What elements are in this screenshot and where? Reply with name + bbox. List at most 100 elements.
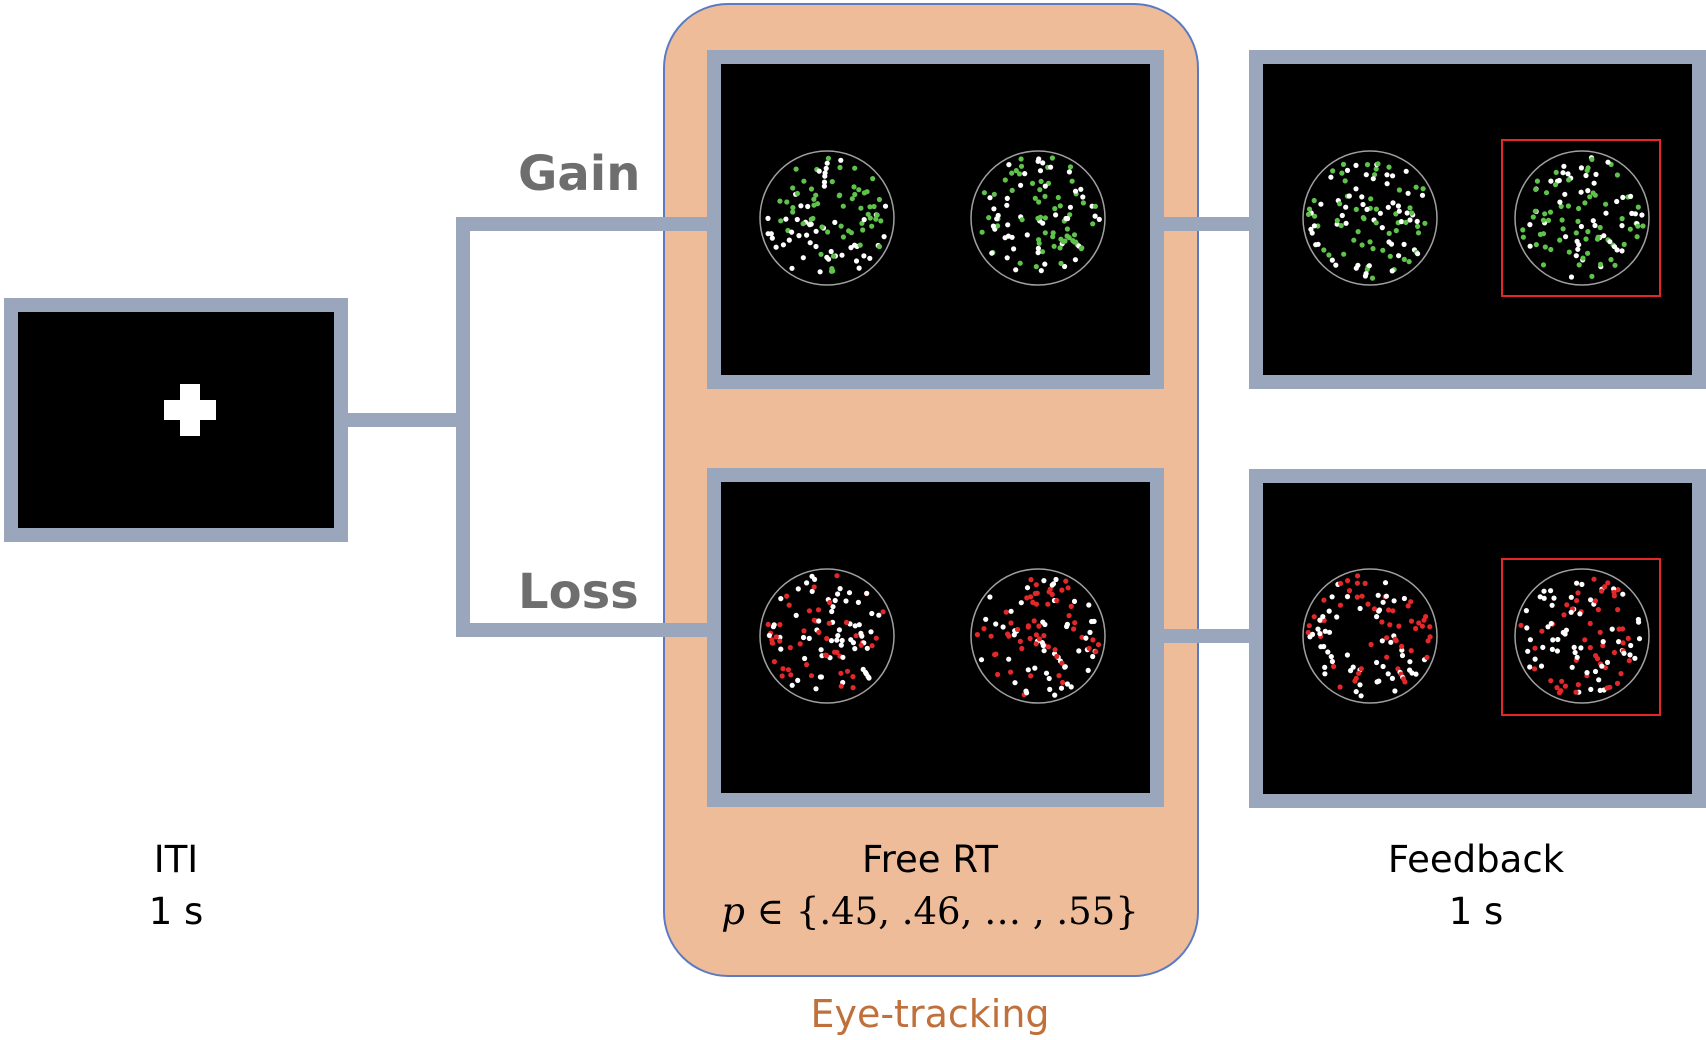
stimulus-dot [1045, 601, 1051, 607]
stimulus-dot [1337, 580, 1344, 587]
stimulus-dot [1036, 240, 1042, 246]
stimulus-dot [773, 244, 779, 250]
stimulus-dot [1542, 211, 1548, 217]
stimulus-dot [1609, 626, 1615, 632]
stimulus-dot [1639, 212, 1645, 218]
stimulus-dot [1331, 663, 1337, 670]
stimulus-dot [1305, 629, 1311, 636]
stimulus-dot [765, 231, 771, 237]
stimulus-dot [1373, 206, 1379, 212]
stimulus-dot [1369, 275, 1376, 281]
stimulus-dot [1320, 614, 1326, 620]
stimulus-dot [1384, 654, 1390, 660]
stimulus-dot [1599, 588, 1605, 594]
stimulus-dot [823, 165, 829, 171]
stimulus-dot [790, 185, 796, 191]
stimulus-dot [1367, 239, 1373, 245]
stimulus-dot [796, 233, 802, 239]
stimulus-dot [1584, 670, 1590, 676]
stimulus-dot [1043, 670, 1050, 676]
stimulus-dot [1090, 653, 1096, 660]
stimulus-dot [1393, 228, 1399, 234]
stimulus-dot [1573, 230, 1579, 236]
stimulus-dot [822, 170, 828, 176]
stimulus-dot [874, 212, 880, 218]
stimulus-dot [1064, 621, 1070, 628]
stimulus-dot [1355, 573, 1361, 579]
stimulus-dot [1041, 633, 1047, 639]
stimulus-dot [981, 190, 988, 196]
stimulus-dot [1596, 677, 1602, 683]
stimulus-dot [1085, 667, 1091, 674]
stimulus-dot [1620, 640, 1626, 646]
stimulus-dot [876, 612, 882, 618]
stimulus-dot [1069, 178, 1075, 184]
stimulus-dot [1350, 664, 1356, 670]
connector-lines [340, 217, 1250, 643]
stimulus-dot [825, 229, 831, 235]
stimulus-dot [1059, 660, 1065, 666]
stimulus-dot [1414, 218, 1420, 224]
stimulus-dot [834, 637, 840, 643]
stimulus-dot [1560, 170, 1566, 176]
stimulus-dot [778, 218, 784, 224]
stimulus-dot [1339, 170, 1345, 176]
stimulus-dot [1575, 218, 1581, 224]
stimulus-dot [1532, 208, 1538, 214]
stimulus-dot [848, 230, 855, 236]
stimulus-dot [882, 203, 889, 209]
stimulus-dot [1405, 603, 1411, 609]
stimulus-dot [1595, 234, 1601, 240]
stimulus-dot [1568, 274, 1575, 280]
stimulus-dot [1025, 624, 1031, 630]
stimulus-dot [1326, 629, 1333, 635]
stimulus-dot [871, 203, 877, 210]
stimulus-dot [1368, 196, 1374, 202]
stimulus-dot [995, 212, 1001, 219]
stimulus-dot [1087, 629, 1093, 636]
stimulus-dot [1354, 594, 1360, 600]
stimulus-dot [1554, 648, 1560, 654]
stimulus-dot [1592, 192, 1598, 198]
stimulus-dot [804, 232, 810, 238]
stimulus-dot [1065, 585, 1071, 591]
stimulus-dot [1380, 247, 1386, 253]
stimulus-dot [1009, 170, 1015, 176]
stimulus-dot [1383, 593, 1389, 599]
stimulus-dot [1313, 242, 1319, 248]
stimulus-dot [1403, 219, 1409, 225]
stimulus-dot [1422, 220, 1428, 226]
stimulus-dot [1318, 644, 1324, 650]
stimulus-dot [1328, 654, 1334, 660]
stimulus-dot [1096, 216, 1102, 222]
stimulus-dot [811, 196, 817, 202]
dot-cloud-outline [970, 568, 1106, 704]
stimulus-dot [1427, 634, 1433, 640]
stimulus-dot [1583, 236, 1589, 242]
stimulus-dot [830, 268, 836, 274]
stimulus-dot [787, 645, 793, 651]
stimulus-dot [1004, 195, 1010, 201]
stimulus-dot [839, 252, 845, 258]
loss-feedback-screen [1249, 469, 1706, 808]
stimulus-dot [1035, 245, 1041, 251]
stimulus-dot [1399, 643, 1405, 650]
stimulus-dot [1017, 638, 1023, 645]
stimulus-dot [1386, 164, 1392, 170]
stimulus-dot [856, 622, 862, 628]
stimulus-dot [1551, 595, 1557, 601]
stimulus-dot [1540, 262, 1547, 268]
stimulus-dot [1005, 222, 1011, 228]
stimulus-dot [1005, 631, 1011, 637]
stimulus-dot [852, 165, 858, 171]
stimulus-dot [1322, 664, 1328, 671]
stimulus-dot [873, 635, 879, 641]
gain-feedback-screen [1249, 50, 1706, 389]
stimulus-dot [805, 203, 811, 210]
stimulus-dot [1038, 178, 1044, 184]
stimulus-dot [852, 623, 858, 629]
stimulus-dot [1423, 614, 1429, 620]
stimulus-dot [1008, 669, 1014, 675]
feedback-caption: Feedback 1 s [1326, 834, 1626, 938]
